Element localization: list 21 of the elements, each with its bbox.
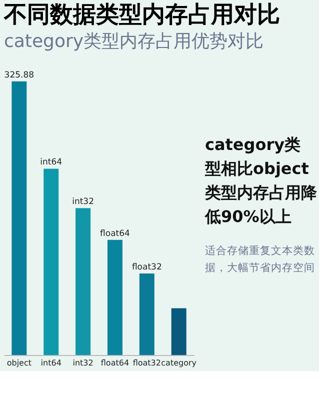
x-tick-label: int32 xyxy=(72,358,94,368)
x-tick-label: float32 xyxy=(132,358,161,368)
data-label: float64 xyxy=(100,228,130,239)
text: category类型相比object类型内存占用降低90%以上 xyxy=(204,135,318,226)
chart-title: 不同数据类型内存占用对比 xyxy=(3,2,280,28)
bar xyxy=(171,308,186,355)
bar xyxy=(44,168,59,355)
bar xyxy=(76,208,91,355)
chart-subtitle: category类型内存占用优势对比 xyxy=(4,31,264,52)
x-tick-label: float64 xyxy=(100,358,130,368)
data-label: int64 xyxy=(40,158,62,168)
data-label: 325.88 xyxy=(4,70,34,80)
bar xyxy=(107,240,122,355)
bar xyxy=(12,81,27,355)
text: 适合存储重复文本类数据，大幅节省内存空间 xyxy=(205,244,315,274)
x-tick-label: object xyxy=(6,358,32,368)
data-label: int32 xyxy=(72,197,94,208)
bar xyxy=(139,273,154,355)
data-label: float32 xyxy=(132,262,162,272)
x-tick-label: int64 xyxy=(40,358,62,368)
x-tick-label: category xyxy=(161,358,197,368)
